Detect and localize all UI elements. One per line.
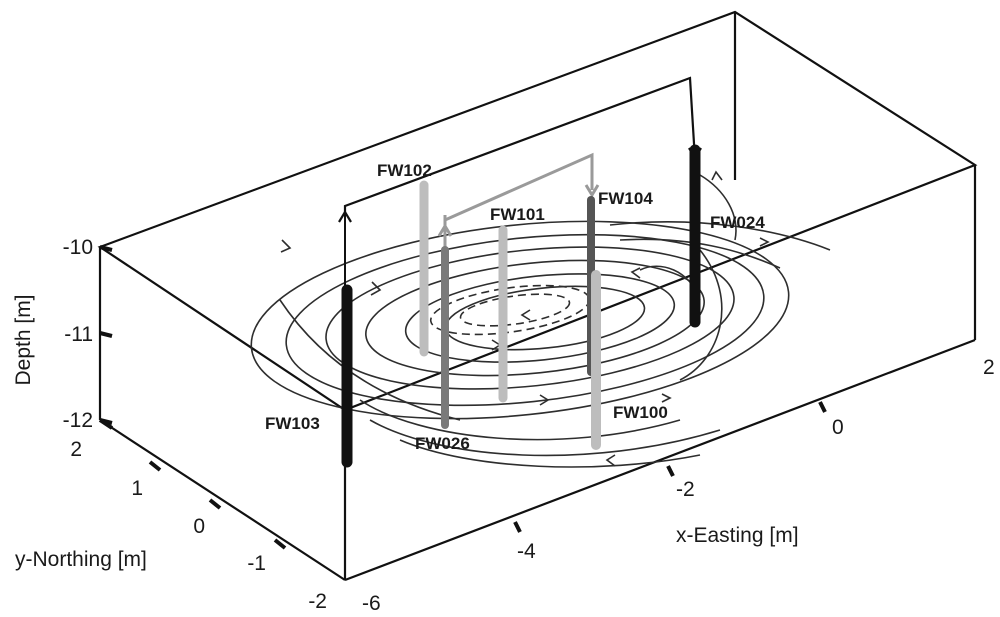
tick-marks [98, 245, 827, 550]
depth-axis: -10 -11 -12 Depth [m] [12, 236, 93, 432]
northing-tick-1: 1 [131, 477, 143, 500]
easting-tick-1: -4 [517, 540, 536, 563]
well-label-fw024: FW024 [710, 213, 765, 232]
depth-axis-label: Depth [m] [12, 294, 35, 385]
flow-streamlines [250, 170, 831, 468]
connection-pipes [338, 76, 702, 248]
well-label-fw026: FW026 [415, 434, 470, 453]
depth-tick-0: -10 [63, 236, 93, 259]
northing-axis: 2 1 0 -1 -2 y-Northing [m] [15, 438, 327, 613]
northing-tick-4: -2 [308, 590, 327, 613]
depth-tick-2: -12 [63, 409, 93, 432]
northing-tick-2: 0 [193, 515, 205, 538]
northing-tick-3: -1 [247, 552, 266, 575]
easting-tick-3: 0 [832, 416, 844, 439]
box-frame [97, 10, 978, 582]
easting-tick-4: 2 [983, 356, 995, 379]
depth-tick-1: -11 [64, 323, 93, 346]
wells [341, 144, 701, 468]
injection-pipe [443, 152, 594, 248]
well-label-fw103: FW103 [265, 414, 320, 433]
easting-axis-label: x-Easting [m] [676, 524, 799, 547]
northing-tick-0: 2 [70, 438, 82, 461]
well-label-fw104: FW104 [598, 189, 653, 208]
well-label-fw102: FW102 [377, 161, 432, 180]
easting-tick-0: -6 [362, 592, 381, 615]
easting-axis: -6 -4 -2 0 2 x-Easting [m] [362, 356, 995, 615]
well-label-fw101: FW101 [490, 205, 545, 224]
well-label-fw100: FW100 [613, 403, 668, 422]
well-labels: FW102 FW101 FW104 FW024 FW103 FW026 FW10… [265, 161, 765, 453]
northing-axis-label: y-Northing [m] [15, 548, 147, 571]
easting-tick-2: -2 [676, 478, 695, 501]
